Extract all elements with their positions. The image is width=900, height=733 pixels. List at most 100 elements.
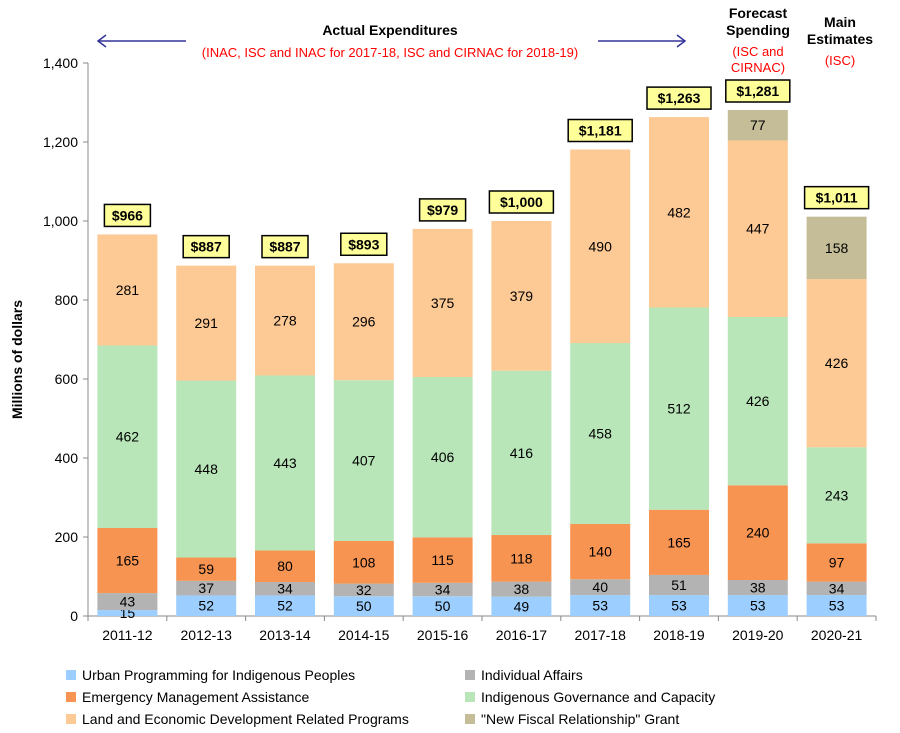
bar-segment [412, 596, 473, 616]
bar-segment [255, 582, 315, 596]
bar-segment [806, 447, 867, 544]
data-label: 448 [195, 461, 219, 477]
data-label: 296 [352, 314, 376, 330]
bar-segment [176, 595, 237, 616]
x-tick-label: 2014-15 [338, 627, 390, 643]
bar-segment [806, 581, 867, 596]
data-label: 97 [829, 554, 845, 570]
total-label: $966 [112, 207, 143, 223]
bar-segment [412, 377, 473, 538]
total-label-box [488, 190, 555, 214]
data-label: 108 [352, 554, 376, 570]
data-label: 115 [431, 552, 454, 568]
data-label: 165 [116, 553, 140, 569]
forecast-subtitle: (ISC and [732, 44, 783, 59]
data-label: 34 [829, 580, 845, 596]
bar-segment [806, 543, 867, 582]
bar-segment [97, 345, 158, 528]
legend-label: "New Fiscal Relationship" Grant [481, 711, 679, 727]
legend-swatch [66, 714, 76, 724]
data-label: 426 [825, 355, 849, 371]
actual-expenditures-title: Actual Expenditures [322, 22, 458, 38]
x-tick-label: 2018-19 [653, 627, 705, 643]
total-label: $1,263 [658, 90, 701, 106]
y-axis-label: Millions of dollars [9, 300, 25, 419]
total-label-box [103, 203, 152, 228]
data-label: 140 [589, 544, 613, 560]
data-label: 38 [514, 581, 530, 597]
bar-segment [255, 595, 315, 616]
y-tick-label: 1,200 [43, 134, 78, 150]
bar-segment [727, 580, 788, 596]
legend-label: Indigenous Governance and Capacity [481, 689, 715, 705]
total-label-box [803, 185, 870, 210]
data-label: 490 [589, 238, 613, 254]
data-label: 462 [116, 429, 140, 445]
bar-segment [255, 265, 315, 376]
data-label: 80 [277, 558, 293, 574]
total-label-box [182, 234, 230, 259]
bar-segment [570, 595, 631, 616]
data-label: 50 [356, 598, 372, 614]
bar-segment [649, 509, 709, 575]
data-label: 34 [435, 582, 451, 598]
bar-segment [333, 380, 394, 541]
data-label: 43 [120, 594, 136, 610]
arrow-left-icon [96, 34, 107, 48]
x-tick-label: 2019-20 [732, 627, 784, 643]
forecast-subtitle: CIRNAC) [731, 60, 785, 75]
bar-segment [255, 375, 315, 551]
total-label-box [340, 232, 388, 257]
bar-segment [176, 557, 237, 581]
total-label: $1,181 [579, 123, 622, 139]
total-label-box [418, 198, 467, 222]
main-estimates-subtitle: (ISC) [825, 53, 855, 68]
bar-segment [333, 583, 394, 597]
data-label: 379 [510, 288, 534, 304]
data-label: 482 [667, 204, 691, 220]
bar-segment [727, 140, 788, 317]
total-label: $1,011 [816, 190, 858, 206]
legend-swatch [465, 670, 475, 680]
data-label: 52 [277, 598, 293, 614]
data-label: 32 [356, 582, 372, 598]
forecast-title: Spending [726, 22, 790, 38]
data-label: 375 [431, 295, 455, 311]
bar-segment [806, 279, 867, 448]
x-tick-label: 2015-16 [417, 627, 469, 643]
bar-segment [649, 117, 709, 308]
bar-segment [727, 485, 788, 581]
data-label: 458 [589, 426, 613, 442]
bar-segment [97, 234, 158, 346]
total-label: $887 [191, 239, 222, 255]
data-label: 53 [829, 598, 845, 614]
y-tick-label: 0 [70, 608, 78, 624]
data-label: 53 [671, 598, 687, 614]
data-label: 165 [667, 534, 691, 550]
x-tick-label: 2011-12 [102, 627, 153, 643]
data-label: 50 [435, 598, 451, 614]
legend-label: Emergency Management Assistance [82, 689, 309, 705]
x-tick-label: 2012-13 [181, 627, 233, 643]
bar-segment [333, 263, 394, 381]
bar-segment [412, 582, 473, 597]
bar-segment [570, 523, 631, 580]
bar-segment [491, 581, 552, 597]
data-label: 158 [825, 240, 849, 256]
bar-segment [176, 380, 237, 558]
y-tick-label: 1,400 [43, 55, 78, 71]
bar-segment [570, 343, 631, 524]
data-label: 53 [592, 598, 608, 614]
main-estimates-title: Estimates [807, 31, 873, 47]
data-label: 447 [746, 221, 770, 237]
x-tick-label: 2020-21 [811, 627, 863, 643]
bar-segment [97, 527, 158, 594]
bar-segment [97, 610, 158, 616]
bar-segment [333, 596, 394, 616]
actual-expenditures-subtitle: (INAC, ISC and INAC for 2017-18, ISC and… [202, 45, 578, 60]
data-label: 240 [746, 525, 770, 541]
data-label: 407 [352, 453, 376, 469]
bar-segment [333, 540, 394, 584]
